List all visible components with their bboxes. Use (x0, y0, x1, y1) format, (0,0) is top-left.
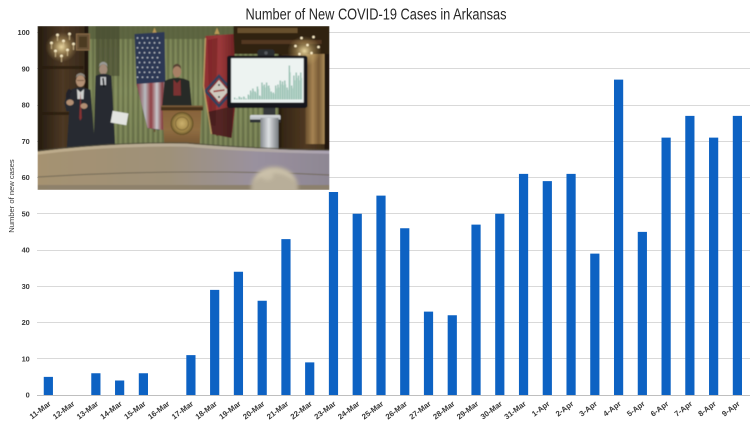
svg-text:0: 0 (26, 391, 30, 400)
svg-text:60: 60 (22, 173, 30, 182)
svg-text:10: 10 (22, 354, 30, 363)
svg-text:90: 90 (22, 65, 30, 74)
svg-text:100: 100 (17, 28, 29, 37)
svg-text:80: 80 (22, 101, 30, 110)
svg-text:20: 20 (22, 318, 30, 327)
svg-text:Number of New COVID-19 Cases i: Number of New COVID-19 Cases in Arkansas (246, 7, 507, 24)
svg-text:70: 70 (22, 137, 30, 146)
svg-text:50: 50 (22, 209, 30, 218)
svg-text:Number of new cases: Number of new cases (7, 159, 16, 233)
svg-text:40: 40 (22, 246, 30, 255)
svg-text:30: 30 (22, 282, 30, 291)
